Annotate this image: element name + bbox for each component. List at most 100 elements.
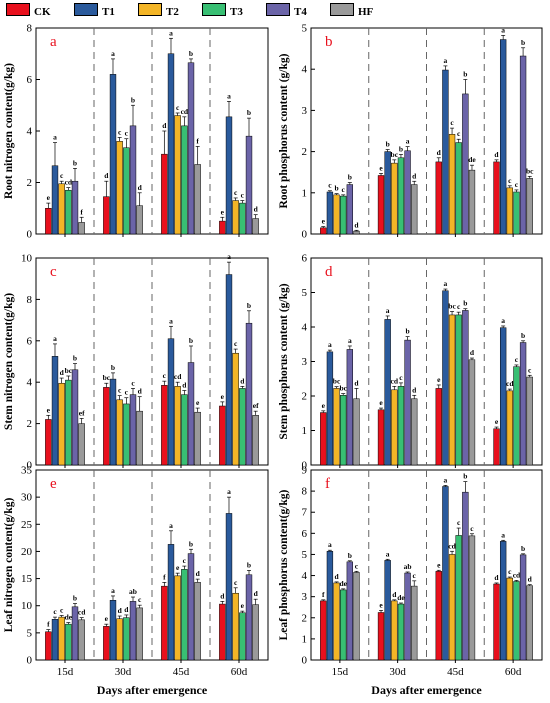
bar — [384, 560, 391, 661]
significance-letter: c — [515, 180, 519, 189]
bar — [468, 359, 476, 466]
significance-letter: c — [328, 181, 332, 190]
significance-letter: e — [322, 217, 326, 226]
legend-swatch — [266, 3, 290, 16]
significance-letter: a — [328, 340, 332, 349]
significance-letter: d — [412, 385, 417, 394]
significance-letter: bc — [333, 377, 341, 386]
bar — [225, 513, 233, 661]
significance-letter: d — [470, 348, 475, 357]
significance-letter: e — [221, 392, 225, 401]
significance-letter: c — [234, 339, 238, 348]
bar — [397, 603, 405, 661]
y-tick-label: 0 — [27, 655, 33, 667]
bar — [340, 195, 347, 235]
significance-letter: d — [254, 205, 259, 214]
y-tick-label: 0 — [302, 229, 308, 241]
significance-letter: b — [247, 301, 251, 310]
bar — [136, 410, 143, 466]
significance-letter: a — [169, 316, 173, 325]
bar — [526, 178, 533, 235]
legend-item-t1: T1 — [74, 3, 115, 18]
x-tick-label: 60d — [505, 666, 522, 678]
significance-letter: d — [494, 573, 499, 582]
bar — [448, 314, 456, 466]
y-tick-label: 2 — [302, 612, 308, 624]
significance-letter: a — [53, 133, 57, 142]
y-tick-label: 8 — [27, 294, 33, 306]
bar — [103, 387, 110, 466]
significance-letter: b — [406, 327, 410, 336]
significance-letter: d — [118, 606, 123, 615]
significance-letter: e — [241, 601, 245, 610]
significance-letter: d — [354, 220, 359, 229]
significance-letter: b — [334, 184, 338, 193]
x-axis-label: Days after emergence — [371, 683, 482, 697]
significance-letter: d — [240, 376, 245, 385]
bar — [448, 134, 456, 235]
legend-swatch — [330, 3, 354, 16]
y-tick-label: 6 — [27, 335, 33, 347]
bar — [340, 589, 347, 661]
significance-letter: c — [457, 518, 461, 527]
y-axis-label: Root nitrogen content(g/kg) — [3, 63, 15, 199]
bar — [493, 161, 500, 235]
significance-letter: b — [463, 299, 467, 308]
significance-letter: e — [176, 563, 180, 572]
bar — [174, 575, 181, 661]
significance-letter: c — [508, 176, 512, 185]
bar — [239, 388, 246, 466]
bar — [320, 227, 327, 235]
bar — [468, 169, 476, 235]
bar — [513, 366, 520, 466]
bar — [252, 415, 259, 466]
y-tick-label: 6 — [302, 528, 308, 540]
significance-letter: a — [348, 336, 352, 345]
significance-letter: bc — [103, 373, 111, 382]
bar — [252, 604, 259, 661]
y-tick-label: 4 — [27, 126, 33, 138]
significance-letter: c — [60, 171, 64, 180]
bar — [123, 617, 130, 661]
bar — [468, 535, 476, 661]
bar — [462, 310, 469, 466]
significance-letter: c — [125, 129, 129, 138]
significance-letter: a — [227, 252, 231, 261]
significance-letter: e — [379, 600, 383, 609]
bar — [129, 394, 137, 466]
significance-letter: a — [227, 91, 231, 100]
significance-letter: b — [189, 49, 193, 58]
panel-label: e — [50, 476, 57, 492]
significance-letter: a — [111, 586, 115, 595]
significance-letter: f — [322, 590, 325, 599]
bar — [506, 577, 513, 661]
y-tick-label: 1 — [302, 633, 308, 645]
bar — [384, 319, 391, 466]
significance-letter: cd — [174, 372, 182, 381]
significance-letter: d — [182, 380, 187, 389]
significance-letter: cd — [513, 570, 521, 579]
bar — [404, 339, 411, 466]
y-tick-label: 4 — [302, 322, 308, 334]
significance-letter: c — [118, 127, 122, 136]
bar — [326, 351, 334, 466]
panel-label: f — [325, 476, 330, 492]
bar — [377, 175, 385, 235]
significance-letter: b — [386, 140, 390, 149]
significance-letter: a — [386, 306, 390, 315]
bar — [506, 187, 513, 235]
significance-letter: b — [131, 95, 135, 104]
bar — [404, 572, 411, 661]
bar — [65, 623, 72, 661]
significance-letter: de — [339, 579, 347, 588]
panel-label: d — [325, 264, 333, 280]
significance-letter: e — [379, 163, 383, 172]
bar — [167, 53, 175, 235]
bar — [499, 39, 507, 235]
bar — [232, 352, 239, 466]
bar — [167, 544, 175, 661]
y-tick-label: 3 — [302, 356, 308, 368]
y-tick-label: 8 — [302, 486, 308, 498]
